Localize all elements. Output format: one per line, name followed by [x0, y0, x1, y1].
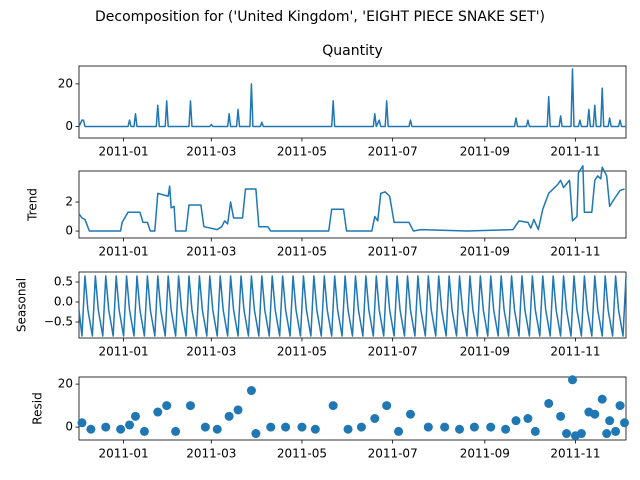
data-point: [310, 424, 320, 434]
data-point: [200, 422, 210, 432]
x-tick-label: 2011-07: [368, 345, 418, 359]
y-tick-label: 20: [58, 76, 73, 90]
x-tick-label: 2011-11: [550, 447, 600, 461]
data-point: [77, 418, 87, 428]
data-point: [212, 424, 222, 434]
data-point: [251, 429, 261, 439]
data-line: [78, 275, 627, 337]
x-tick-label: 2011-01: [99, 145, 149, 159]
x-tick-label: 2011-09: [460, 345, 510, 359]
x-tick-label: 2011-01: [99, 245, 149, 259]
x-tick-label: 2011-03: [186, 145, 236, 159]
plot-frame: [78, 376, 627, 441]
data-point: [405, 409, 415, 419]
data-point: [455, 424, 465, 434]
x-tick-label: 2011-05: [277, 345, 327, 359]
data-point: [370, 413, 380, 423]
data-point: [602, 429, 612, 439]
data-line: [78, 165, 625, 232]
x-tick-label: 2011-03: [186, 245, 236, 259]
data-point: [130, 411, 140, 421]
x-tick-label: 2011-07: [368, 145, 418, 159]
data-line: [78, 68, 626, 128]
x-tick-label: 2011-11: [550, 345, 600, 359]
data-point: [620, 418, 630, 428]
data-point: [562, 429, 572, 439]
data-point: [530, 426, 540, 436]
data-point: [394, 426, 404, 436]
data-point: [501, 424, 511, 434]
y-axis-label: Seasonal: [15, 278, 29, 332]
data-point: [576, 429, 586, 439]
data-point: [486, 422, 496, 432]
y-tick-label: 0: [65, 224, 73, 238]
data-point: [469, 422, 479, 432]
x-tick-label: 2011-05: [277, 145, 327, 159]
data-point: [171, 426, 181, 436]
y-axis-label: Resid: [31, 392, 45, 424]
data-point: [101, 422, 111, 432]
data-point: [382, 401, 392, 411]
data-point: [597, 394, 607, 404]
x-tick-label: 2011-05: [277, 447, 327, 461]
data-point: [139, 426, 149, 436]
data-point: [233, 405, 243, 415]
data-point: [153, 407, 163, 417]
x-tick-label: 2011-11: [550, 145, 600, 159]
x-tick-label: 2011-03: [186, 345, 236, 359]
y-tick-label: 2: [65, 195, 73, 209]
figure-title: Decomposition for ('United Kingdom', 'EI…: [95, 9, 545, 25]
y-tick-label: 0: [65, 119, 73, 133]
x-tick-label: 2011-01: [99, 345, 149, 359]
data-point: [567, 375, 577, 385]
x-tick-label: 2011-03: [186, 447, 236, 461]
x-tick-label: 2011-09: [460, 145, 510, 159]
plot-frame: [78, 65, 627, 139]
data-point: [611, 426, 621, 436]
x-tick-label: 2011-09: [460, 245, 510, 259]
data-point: [423, 422, 433, 432]
x-tick-label: 2011-05: [277, 245, 327, 259]
data-point: [343, 424, 353, 434]
data-point: [185, 401, 195, 411]
data-point: [162, 401, 172, 411]
y-tick-label: 0.5: [54, 275, 73, 289]
y-tick-label: −0.5: [44, 315, 73, 329]
subplot-title: Quantity: [322, 43, 383, 59]
data-point: [246, 386, 256, 396]
data-point: [440, 422, 450, 432]
data-point: [356, 422, 366, 432]
x-tick-label: 2011-07: [368, 447, 418, 461]
y-tick-label: 0: [65, 420, 73, 434]
data-point: [281, 422, 291, 432]
x-tick-label: 2011-09: [460, 447, 510, 461]
data-point: [297, 422, 307, 432]
data-point: [615, 401, 625, 411]
data-point: [590, 409, 600, 419]
data-point: [544, 398, 554, 408]
data-point: [605, 416, 615, 426]
data-point: [224, 411, 234, 421]
x-tick-label: 2011-01: [99, 447, 149, 461]
x-tick-label: 2011-11: [550, 245, 600, 259]
data-point: [86, 424, 96, 434]
x-tick-label: 2011-07: [368, 245, 418, 259]
y-tick-label: 0.0: [54, 295, 73, 309]
data-point: [511, 416, 521, 426]
plot-frame: [78, 271, 627, 339]
data-point: [125, 420, 135, 430]
data-point: [523, 413, 533, 423]
plot-frame: [78, 170, 627, 239]
data-point: [328, 401, 338, 411]
y-tick-label: 20: [58, 377, 73, 391]
data-point: [556, 411, 566, 421]
data-point: [266, 422, 276, 432]
data-point: [116, 424, 126, 434]
y-axis-label: Trend: [26, 188, 40, 222]
